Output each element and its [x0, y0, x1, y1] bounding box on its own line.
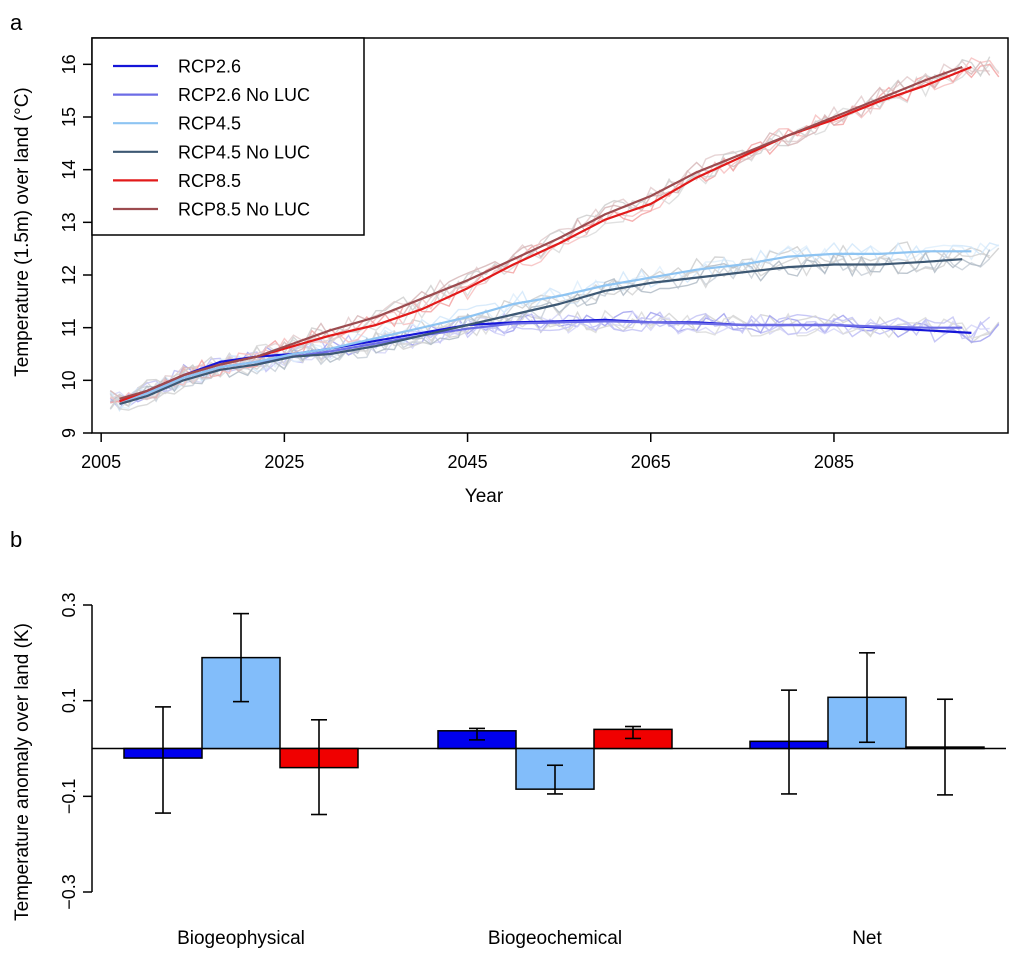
panel-b-label: b [10, 527, 22, 552]
ensemble-member-line [109, 312, 991, 402]
y-tick-label: 12 [59, 265, 79, 285]
category-label: Net [852, 928, 882, 949]
y-tick-label: 13 [59, 212, 79, 232]
series-line [119, 250, 972, 403]
ensemble-member-line [109, 241, 1000, 412]
legend-label: RCP8.5 No LUC [178, 200, 310, 220]
y-tick-label: 14 [59, 160, 79, 180]
legend-box [91, 37, 365, 236]
y-tick-label: 0.1 [59, 688, 79, 713]
legend-label: RCP2.6 No LUC [178, 85, 310, 105]
legend-label: RCP8.5 [178, 171, 241, 191]
panel-b-y-axis-label: Temperature anomaly over land (K) [12, 623, 33, 921]
y-tick-label: 16 [59, 54, 79, 74]
x-tick-label: 2045 [448, 452, 488, 472]
x-tick-label: 2005 [81, 452, 121, 472]
series-line [119, 258, 963, 406]
y-tick-label: 15 [59, 107, 79, 127]
panel-a-x-axis-label: Year [465, 486, 504, 507]
ensemble-member-line [110, 310, 1000, 408]
x-tick-label: 2025 [264, 452, 304, 472]
panel-b-plot: −0.3 −0.1 0.1 0.3 Biogeophysical Biogeochemic… [59, 592, 1006, 949]
y-tick-label: −0.3 [59, 874, 79, 910]
legend-label: RCP4.5 No LUC [178, 142, 310, 162]
series-line [119, 65, 963, 400]
x-tick-label: 2085 [814, 452, 854, 472]
x-tick-label: 2065 [631, 452, 671, 472]
legend-label: RCP2.6 [178, 57, 241, 77]
y-tick-label: 10 [59, 370, 79, 390]
y-tick-label: 9 [59, 428, 79, 438]
category-label: Biogeophysical [177, 928, 305, 949]
y-tick-label: 0.3 [59, 592, 79, 617]
category-label: Biogeochemical [488, 928, 622, 949]
panel-a-plot: 2005 2025 2045 2065 2085 9 10 11 12 13 14 15 16 RCP2.… [59, 37, 1009, 472]
panel-a-y-axis-label: Temperature (1.5m) over land (°C) [12, 87, 33, 377]
ensemble-member-line [110, 241, 1000, 407]
y-tick-label: −0.1 [59, 779, 79, 815]
y-tick-label: 11 [59, 318, 79, 337]
panel-a-label: a [10, 10, 23, 35]
legend-label: RCP4.5 [178, 114, 241, 134]
